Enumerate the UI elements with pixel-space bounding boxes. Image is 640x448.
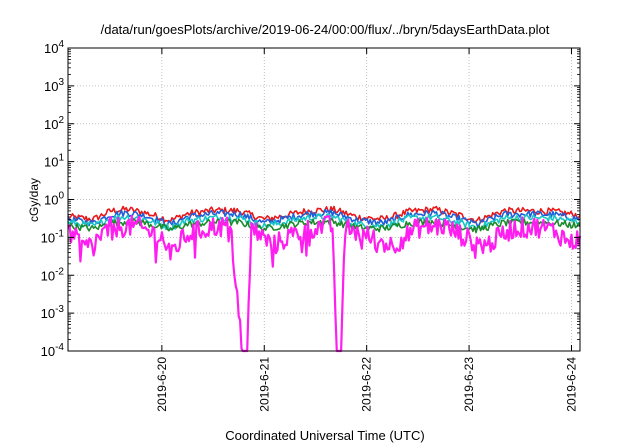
x-tick-label: 2019-6-20 — [155, 357, 169, 412]
y-tick-label: 10-3 — [41, 304, 65, 321]
y-tick-label: 101 — [44, 153, 64, 170]
x-axis-label: Coordinated Universal Time (UTC) — [225, 428, 424, 443]
y-tick-label: 10-2 — [41, 266, 65, 283]
y-tick-label: 10-1 — [41, 228, 65, 245]
x-tick-label: 2019-6-21 — [257, 357, 271, 412]
series-line-4 — [67, 218, 581, 234]
x-ticks: 2019-6-20 2019-6-21 2019-6-22 2019-6-23 2019… — [155, 48, 578, 412]
y-tick-label: 103 — [44, 77, 64, 94]
y-tick-label: 10-4 — [41, 342, 65, 359]
series-line-5 — [67, 214, 582, 353]
y-tick-label: 104 — [44, 39, 64, 56]
grid-lines — [68, 48, 580, 351]
x-tick-label: 2019-6-22 — [360, 357, 374, 412]
x-tick-label: 2019-6-24 — [564, 357, 578, 412]
x-tick-label: 2019-6-23 — [462, 357, 476, 412]
series-layer — [67, 205, 582, 353]
y-tick-label: 100 — [44, 191, 64, 208]
y-axis-label: cGy/day — [27, 178, 41, 222]
y-tick-label: 102 — [44, 115, 64, 132]
chart-title: /data/run/goesPlots/archive/2019-06-24/0… — [101, 22, 550, 37]
y-ticks: 10-4 10-3 10-2 10-1 100 101 102 103 104 — [41, 39, 580, 359]
